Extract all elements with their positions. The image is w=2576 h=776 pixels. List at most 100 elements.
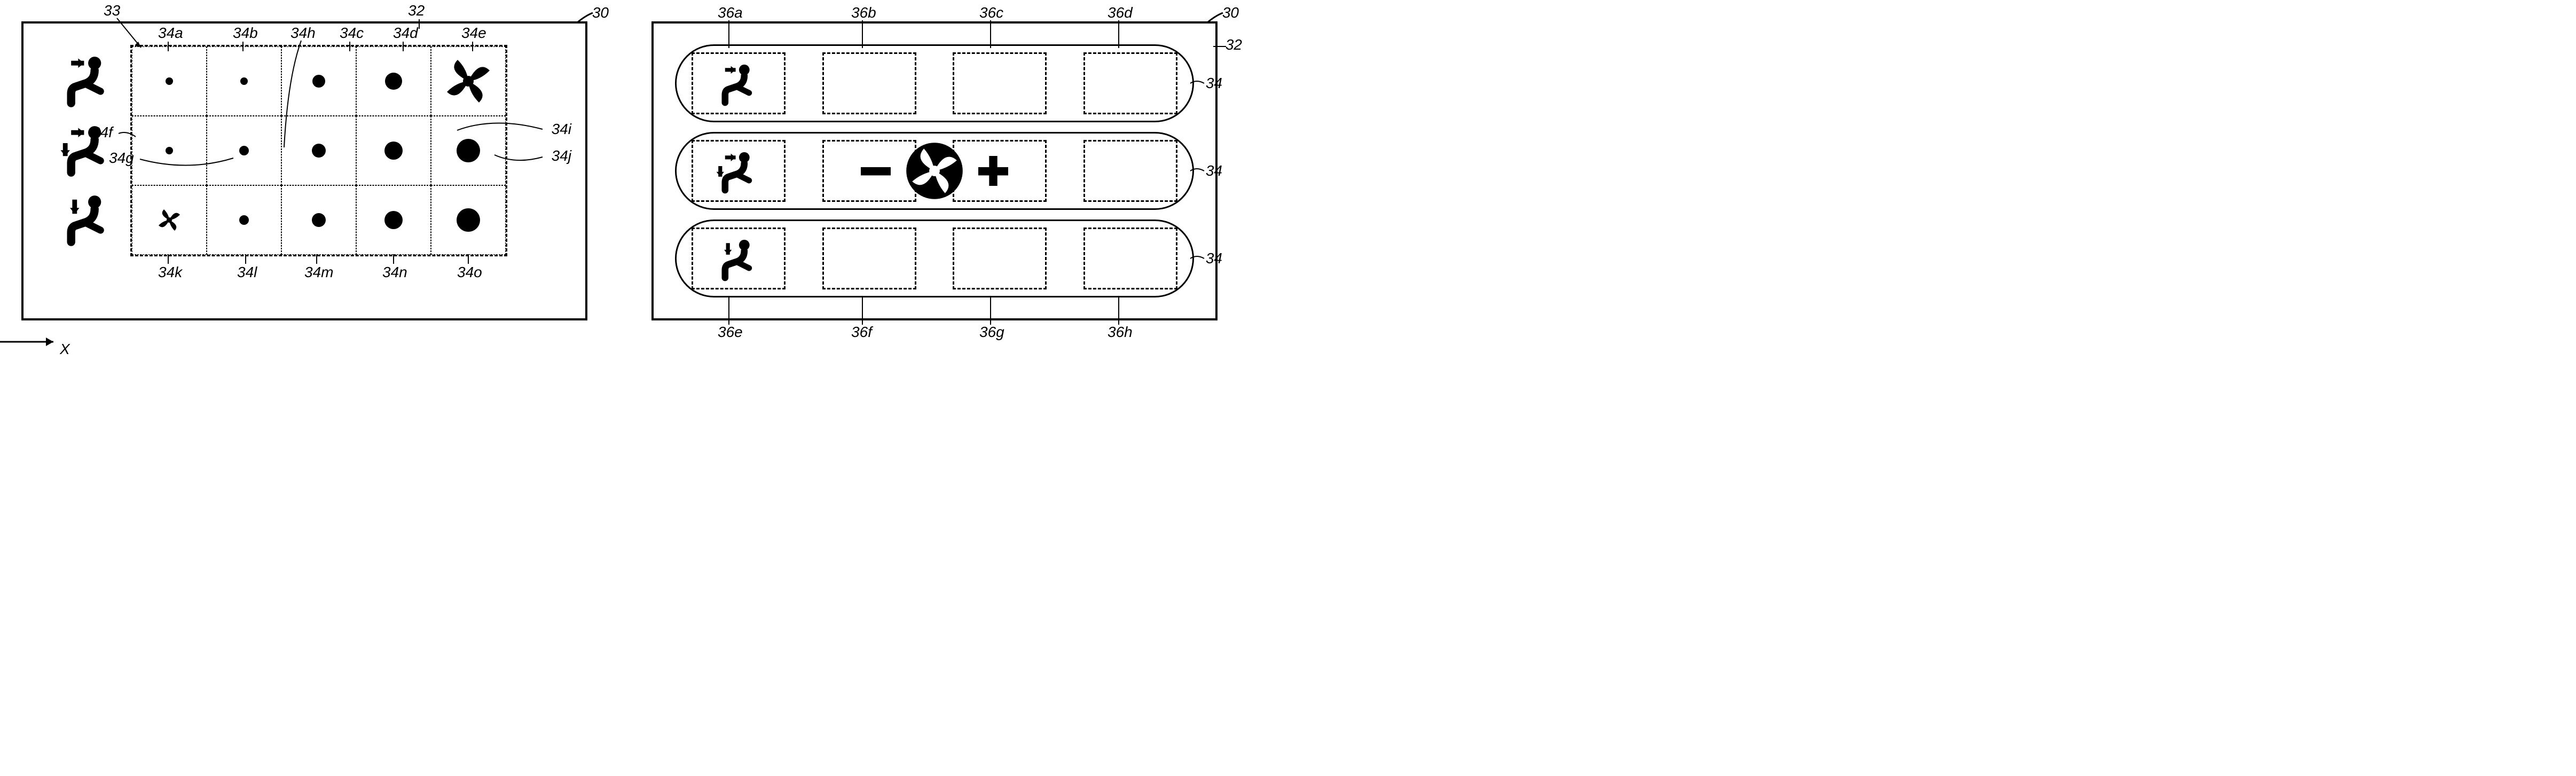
lead-bot-b: [990, 297, 991, 325]
zone-36h[interactable]: [1083, 140, 1177, 202]
cell-34n[interactable]: [356, 185, 431, 255]
cell-34b[interactable]: [207, 46, 281, 116]
mode-floor-icon: [45, 184, 130, 253]
lbl-36b: 36b: [851, 4, 876, 21]
lead-34j: [494, 152, 543, 168]
zone-36d[interactable]: [1083, 52, 1177, 114]
zone-36c[interactable]: [953, 52, 1047, 114]
zone-36e[interactable]: [692, 140, 786, 202]
lbl-34k: 34k: [158, 264, 182, 281]
mode-floor-icon: [714, 234, 763, 283]
cell-34k[interactable]: [132, 185, 207, 255]
diagram-container: 30 32 33: [21, 21, 2555, 320]
zone-36f[interactable]: [822, 140, 916, 202]
lead-bot: [468, 254, 469, 264]
lbl-34i: 34i: [552, 121, 571, 138]
dot: [239, 146, 249, 155]
dot: [385, 73, 402, 90]
track-3[interactable]: 34: [675, 220, 1194, 297]
lbl-36c: 36c: [979, 4, 1003, 21]
lead-34f: [119, 129, 140, 140]
lead-bot: [168, 254, 169, 264]
zone-36a[interactable]: [692, 52, 786, 114]
lbl-36e: 36e: [718, 324, 743, 341]
lead-34-t2: [1190, 167, 1204, 175]
mode-face-icon: [714, 59, 763, 107]
lbl-34m: 34m: [304, 264, 333, 281]
cell-34h[interactable]: [281, 116, 356, 185]
fan-small-icon: [156, 207, 183, 233]
lbl-34d: 34d: [393, 25, 418, 42]
lbl-34g: 34g: [109, 150, 134, 167]
label-32-b: 32: [1226, 36, 1242, 53]
cell-34c[interactable]: [281, 46, 356, 116]
lbl-34l: 34l: [237, 264, 257, 281]
dot: [312, 75, 325, 88]
lead-34-t1: [1190, 79, 1204, 88]
figure-a: 30 32 33: [21, 21, 587, 320]
zone-36g2[interactable]: [953, 228, 1047, 289]
lead-bot-b: [862, 297, 863, 325]
lead-bot: [245, 254, 246, 264]
lead-32-b: [1213, 46, 1226, 47]
cell-34m[interactable]: [281, 185, 356, 255]
mode-bilevel-icon: [45, 114, 130, 184]
lead-34g: [140, 156, 236, 172]
dot: [166, 77, 173, 85]
dot: [457, 139, 480, 162]
lead-34-t3: [1190, 254, 1204, 263]
dot: [384, 211, 403, 229]
dot: [240, 77, 248, 85]
zone-36h2[interactable]: [1083, 228, 1177, 289]
dot: [166, 147, 173, 154]
axis-x-label: X: [60, 341, 70, 358]
dot: [239, 215, 249, 225]
lbl-34a: 34a: [158, 25, 183, 42]
lbl-36h: 36h: [1108, 324, 1133, 341]
lbl-36d: 36d: [1108, 4, 1133, 21]
lead-bot-b: [1118, 297, 1119, 325]
zone-36b[interactable]: [822, 52, 916, 114]
lbl-36g: 36g: [979, 324, 1004, 341]
lbl-34f: 34f: [92, 124, 113, 141]
cell-34e[interactable]: [431, 46, 506, 116]
cell-34l[interactable]: [207, 185, 281, 255]
dot: [312, 213, 326, 227]
zone-36g[interactable]: [953, 140, 1047, 202]
axes-icon: [0, 278, 69, 358]
cell-34f[interactable]: [132, 116, 207, 185]
lbl-34e: 34e: [461, 25, 486, 42]
track-2[interactable]: 34: [675, 132, 1194, 210]
fan-icon: [442, 54, 495, 108]
panel-b: 32 36a 36b 36c 36d: [651, 21, 1218, 320]
label-32-a: 32: [408, 2, 425, 19]
figure-b: 30 32 36a 36b 36c 36d: [651, 21, 1218, 320]
cell-34i[interactable]: [356, 116, 431, 185]
cell-34o[interactable]: [431, 185, 506, 255]
grid-a: 34a 34b 34h 34c 34d 34e: [130, 45, 507, 256]
lead-bot: [393, 254, 394, 264]
lbl-34n: 34n: [382, 264, 407, 281]
zone-36e2[interactable]: [692, 228, 786, 289]
dot: [457, 208, 480, 232]
zone-36f2[interactable]: [822, 228, 916, 289]
dot: [384, 142, 403, 160]
panel-a: 32 33: [21, 21, 587, 320]
cell-34a[interactable]: [132, 46, 207, 116]
label-33: 33: [104, 2, 120, 19]
cell-34d[interactable]: [356, 46, 431, 116]
lead-32-a: [419, 19, 420, 29]
dot: [312, 144, 326, 158]
track-1[interactable]: 34: [675, 44, 1194, 122]
cell-34g[interactable]: [207, 116, 281, 185]
lbl-34o: 34o: [457, 264, 482, 281]
lbl-34h: 34h: [290, 25, 316, 42]
lbl-36a: 36a: [718, 4, 743, 21]
lbl-34j: 34j: [552, 147, 571, 164]
lbl-34-track2: 34: [1206, 162, 1222, 179]
lead-bot-b: [728, 297, 729, 325]
lbl-34-track3: 34: [1206, 250, 1222, 267]
lead-bot: [316, 254, 317, 264]
lbl-34b: 34b: [233, 25, 258, 42]
lbl-34-track1: 34: [1206, 75, 1222, 92]
